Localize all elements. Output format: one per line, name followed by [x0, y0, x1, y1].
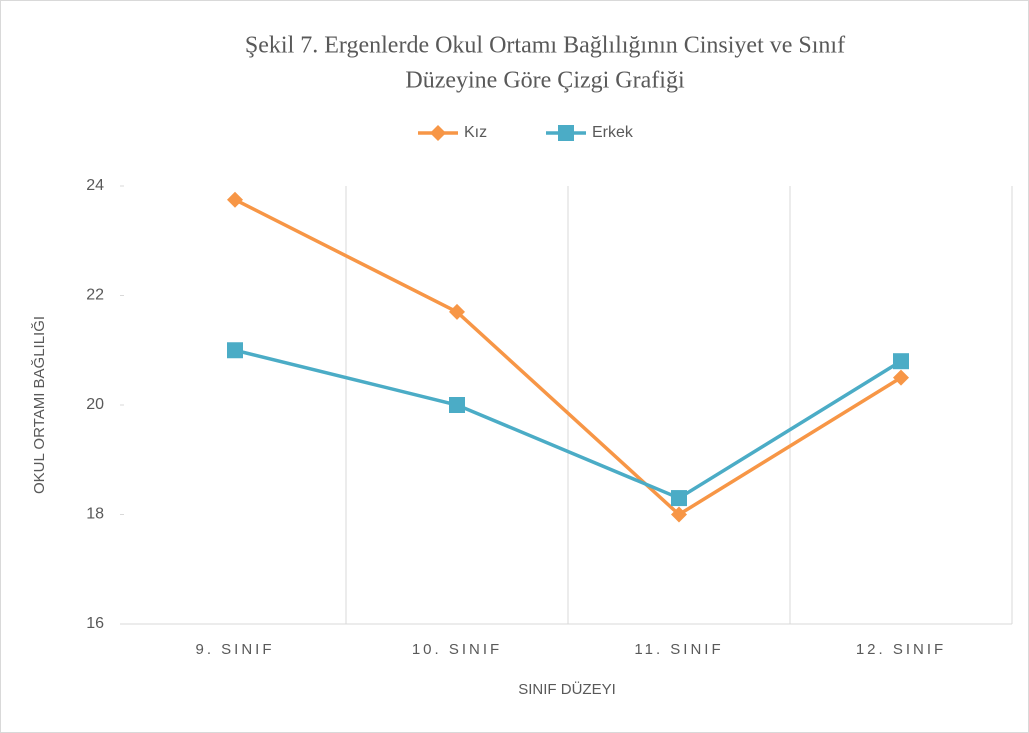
- x-tick-label: 11. SINIF: [634, 641, 723, 658]
- marker: [449, 303, 465, 320]
- y-tick-label: 18: [86, 506, 104, 523]
- marker: [671, 490, 687, 507]
- y-axis-label: OKUL ORTAMI BAĞLILIĞI: [31, 316, 48, 494]
- legend-label: Erkek: [592, 124, 634, 141]
- y-tick-label: 16: [86, 615, 104, 632]
- marker: [671, 506, 687, 523]
- x-tick-label: 10. SINIF: [412, 641, 502, 658]
- chart-title: Şekil 7. Ergenlerde Okul Ortamı Bağlılığ…: [245, 33, 845, 59]
- y-tick-label: 24: [86, 177, 104, 194]
- x-axis-label: SINIF DÜZEYI: [518, 680, 616, 698]
- chart-title: Düzeyine Göre Çizgi Grafiği: [405, 68, 685, 94]
- series-line: [234, 348, 902, 501]
- marker: [449, 397, 465, 413]
- marker: [893, 369, 909, 386]
- legend-label: Kız: [464, 124, 487, 141]
- y-tick-label: 20: [86, 396, 104, 413]
- marker: [893, 353, 909, 370]
- marker: [558, 125, 574, 141]
- x-tick-label: 12. SINIF: [856, 641, 946, 658]
- series-line: [234, 198, 902, 517]
- marker: [430, 125, 446, 141]
- marker: [227, 191, 243, 208]
- x-tick-label: 9. SINIF: [195, 641, 274, 658]
- y-tick-label: 22: [86, 287, 104, 304]
- marker: [227, 342, 243, 359]
